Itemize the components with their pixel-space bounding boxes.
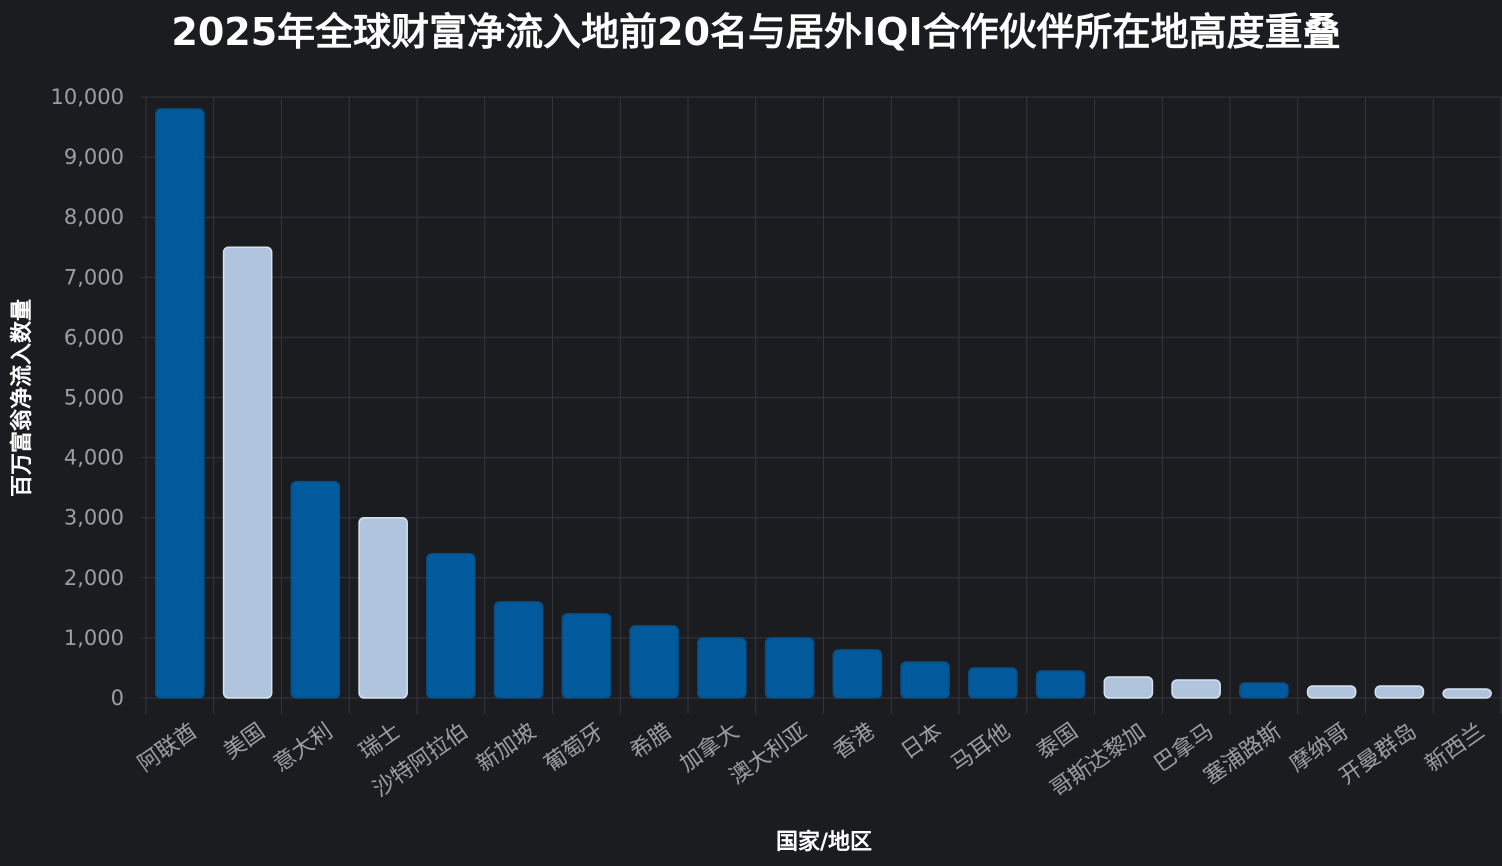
y-tick-label: 3,000 [64,506,124,530]
bar-瑞士[interactable] [358,516,408,699]
bar-希腊[interactable] [629,625,679,699]
y-tick-label: 6,000 [64,325,124,349]
bar-日本[interactable] [900,661,950,699]
bar-美国[interactable] [222,246,273,699]
y-tick-label: 7,000 [64,265,124,289]
y-tick-label: 4,000 [64,446,124,470]
x-tick-label: 泰国 [1032,719,1082,765]
x-axis-title: 国家/地区 [776,829,872,855]
x-tick-label: 塞浦路斯 [1200,719,1286,790]
bar-葡萄牙[interactable] [561,613,612,699]
bar-开曼群岛[interactable] [1374,685,1425,699]
x-tick-label: 葡萄牙 [540,719,608,777]
x-tick-label: 澳大利亚 [725,719,811,790]
y-axis-ticks: 0 1,000 2,000 3,000 4,000 5,000 6,000 7,000 8,00… [51,85,146,710]
x-tick-label: 瑞士 [355,719,405,765]
bar-马耳他[interactable] [968,667,1018,699]
bar-塞浦路斯[interactable] [1239,682,1289,699]
x-tick-label: 开曼群岛 [1335,719,1421,790]
x-tick-label: 美国 [219,719,269,765]
x-tick-label: 新加坡 [472,719,540,777]
x-tick-label: 希腊 [626,719,676,765]
grid-layer [145,96,1502,714]
y-tick-label: 9,000 [64,145,124,169]
y-tick-label: 0 [111,686,124,710]
bar-意大利[interactable] [290,480,341,699]
x-tick-label: 马耳他 [947,719,1015,777]
bar-摩纳哥[interactable] [1306,685,1357,699]
x-tick-label: 日本 [897,719,947,765]
x-tick-label: 阿联酋 [134,719,202,777]
bar-香港[interactable] [832,649,883,699]
bar-泰国[interactable] [1035,670,1086,699]
bar-哥斯达黎加[interactable] [1103,676,1154,699]
y-tick-label: 5,000 [64,386,124,410]
x-tick-label: 意大利 [269,719,337,777]
bar-澳大利亚[interactable] [764,637,815,699]
bar-加拿大[interactable] [697,637,747,699]
y-tick-label: 10,000 [51,85,124,109]
x-tick-label: 新西兰 [1421,719,1489,777]
bar-阿联酋[interactable] [155,108,205,699]
y-axis-title: 百万富翁净流入数量 [9,299,35,497]
bar-巴拿马[interactable] [1171,679,1221,699]
x-tick-label: 香港 [829,719,879,765]
bar-新西兰[interactable] [1442,688,1492,699]
y-tick-label: 8,000 [64,205,124,229]
y-tick-label: 1,000 [64,626,124,650]
y-tick-label: 2,000 [64,566,124,590]
bar-沙特阿拉伯[interactable] [426,553,476,699]
chart-title: 2025年全球财富净流入地前20名与居外IQI合作伙伴所在地高度重叠 [171,10,1340,54]
bar-layer [155,108,1492,699]
bar-新加坡[interactable] [493,601,544,699]
